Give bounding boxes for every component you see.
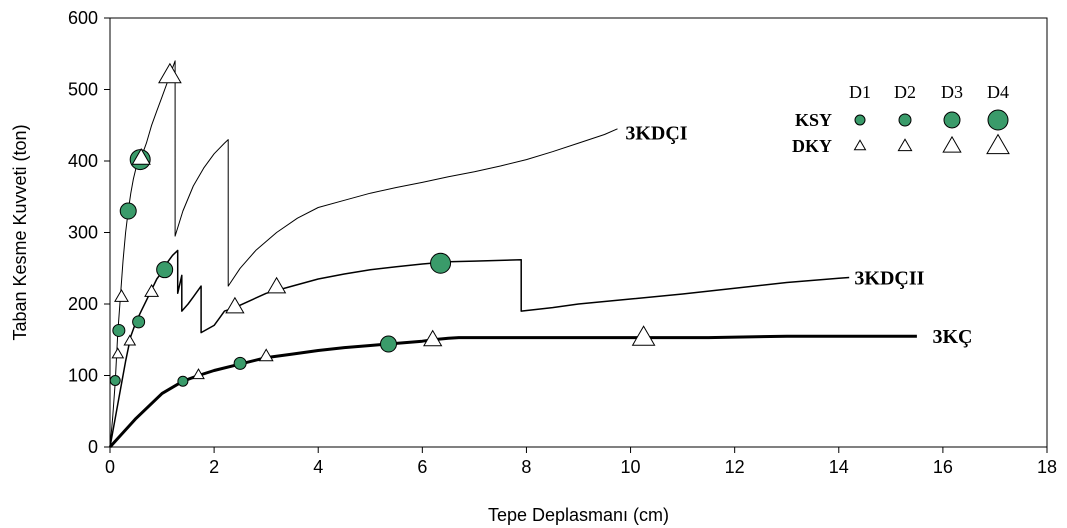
legend-column-header: D4 (987, 82, 1009, 102)
legend-column-header: D2 (894, 82, 916, 102)
ksy-marker (156, 261, 174, 279)
x-tick-label: 14 (829, 457, 849, 477)
ksy-marker (109, 375, 121, 387)
dky-marker (942, 135, 962, 153)
series-labels-layer: 3KDÇI 3KDÇII 3KÇ (625, 122, 972, 348)
marker-layer (109, 62, 656, 387)
x-tick-label: 12 (725, 457, 745, 477)
legend-row-label: KSY (795, 110, 832, 130)
series-line (108, 334, 917, 449)
x-tick-label: 8 (521, 457, 531, 477)
legend-column-header: D3 (941, 82, 963, 102)
ticks-layer: 0 2 4 6 8 10 12 14 16 18 0 100 200 300 400 500 600 (68, 8, 1057, 477)
series-label: 3KDÇII (854, 268, 924, 290)
dky-marker (631, 325, 656, 346)
ksy-marker (987, 109, 1009, 131)
dky-marker (225, 296, 245, 314)
dky-marker (853, 139, 867, 151)
dky-marker (123, 334, 137, 346)
ksy-marker (898, 113, 912, 127)
ksy-marker (177, 375, 189, 387)
ksy-marker (854, 114, 866, 126)
x-tick-label: 18 (1037, 457, 1057, 477)
dky-marker (192, 368, 205, 380)
legend-column-header: D1 (849, 82, 871, 102)
x-tick-label: 4 (313, 457, 323, 477)
ksy-marker (943, 111, 961, 129)
x-tick-label: 16 (933, 457, 953, 477)
y-tick-label: 0 (88, 437, 98, 457)
dky-marker (158, 62, 182, 84)
ksy-marker (430, 252, 452, 274)
y-tick-label: 300 (68, 223, 98, 243)
dky-marker (423, 329, 443, 347)
x-axis-title: Tepe Deplasmanı (cm) (488, 505, 669, 525)
x-tick-label: 6 (417, 457, 427, 477)
series-line (109, 60, 618, 448)
legend-row-label: DKY (792, 136, 832, 156)
series-label: 3KÇ (932, 326, 972, 348)
dky-marker (258, 348, 274, 362)
dky-marker (897, 138, 913, 152)
y-tick-label: 500 (68, 80, 98, 100)
ksy-marker (379, 335, 397, 353)
ksy-marker (233, 356, 247, 370)
ksy-marker (112, 323, 126, 337)
dky-marker (986, 133, 1010, 155)
y-tick-label: 100 (68, 366, 98, 386)
dky-marker (144, 284, 160, 297)
legend: D1 D2 D3 D4 KSY DKY (792, 82, 1010, 156)
x-tick-label: 0 (105, 457, 115, 477)
ksy-marker (132, 315, 146, 329)
ksy-marker (119, 202, 137, 220)
dky-marker (266, 276, 287, 294)
y-tick-label: 600 (68, 8, 98, 28)
series-label: 3KDÇI (625, 122, 687, 144)
dky-marker (114, 289, 129, 302)
x-tick-label: 2 (209, 457, 219, 477)
dky-marker (131, 148, 151, 165)
y-axis-title: Taban Kesme Kuvveti (ton) (10, 124, 30, 340)
y-tick-label: 200 (68, 294, 98, 314)
dky-marker (111, 347, 125, 359)
x-tick-label: 10 (621, 457, 641, 477)
y-tick-label: 400 (68, 151, 98, 171)
series-line (109, 249, 850, 448)
